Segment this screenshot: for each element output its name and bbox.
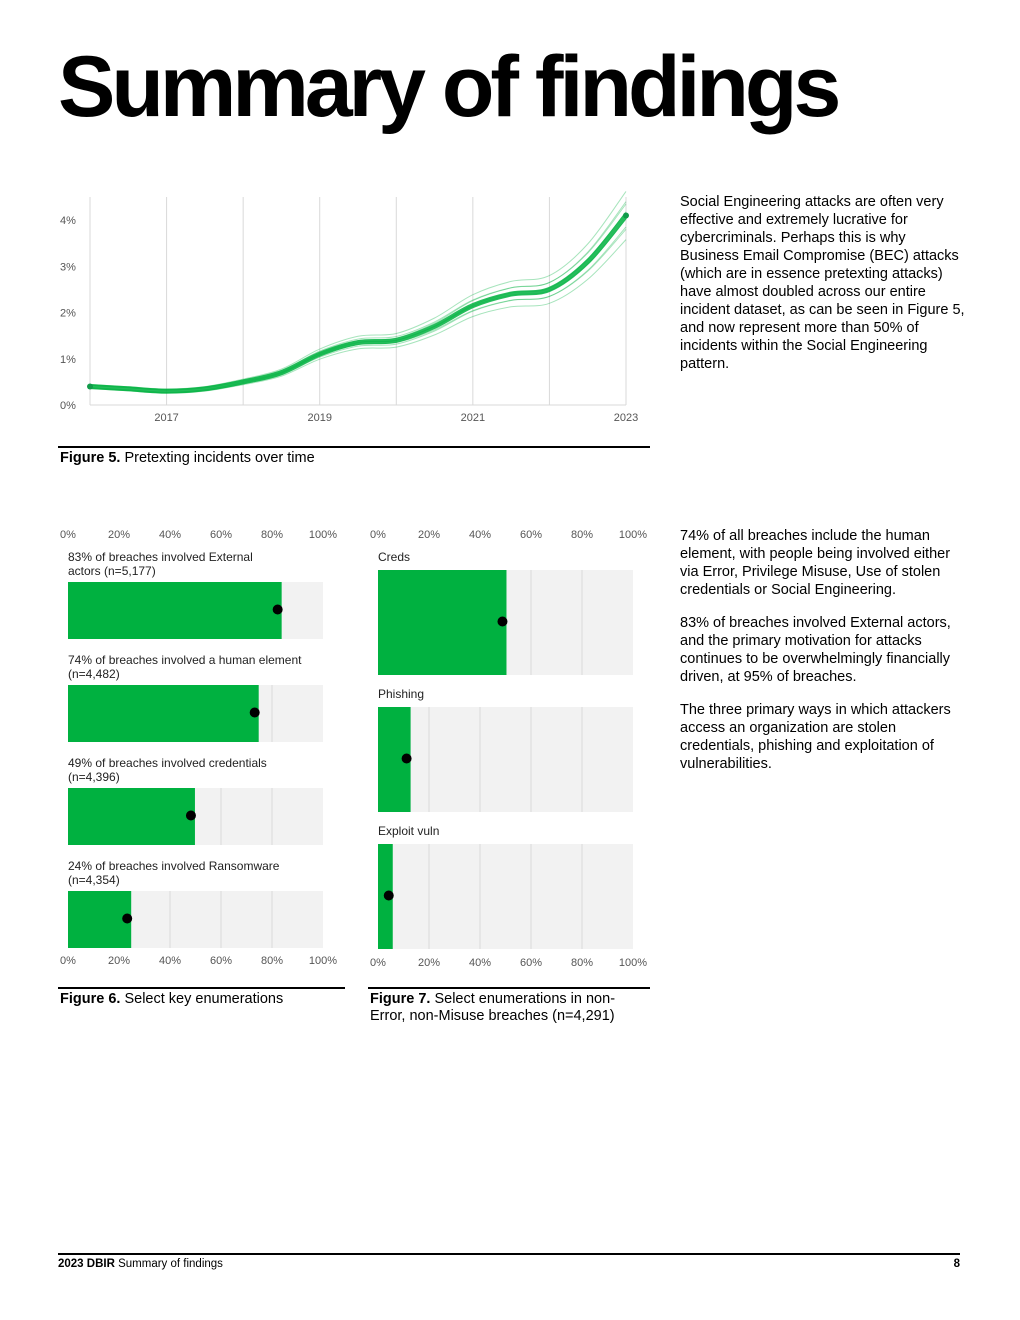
footer-section-name: Summary of findings	[118, 1258, 223, 1270]
series-line-sample	[89, 211, 627, 393]
bar-label-line1: 24% of breaches involved Ransomware	[68, 859, 280, 873]
x-tick-label-top: 40%	[159, 529, 181, 541]
figure-6-caption-text: Select key enumerations	[124, 991, 284, 1007]
y-tick-label: 2%	[60, 308, 76, 320]
paragraph-human-element: 74% of all breaches include the human el…	[680, 528, 951, 598]
x-tick-label: 2021	[461, 412, 485, 424]
series-line-sample	[89, 239, 627, 394]
bar-background	[378, 707, 633, 812]
bar-label-line2: (n=4,482)	[68, 667, 120, 681]
x-tick-label-top: 100%	[619, 529, 647, 541]
x-tick-label-bottom: 100%	[309, 955, 337, 967]
x-tick-label-top: 60%	[520, 529, 542, 541]
page-number: 8	[953, 1258, 960, 1270]
bar-value-marker	[122, 913, 133, 924]
bar-value-marker	[383, 890, 394, 901]
figure-5-rule	[58, 446, 650, 448]
paragraph-access-ways: The three primary ways in which attacker…	[680, 702, 951, 772]
bar-background	[378, 844, 633, 949]
x-tick-label: 2019	[307, 412, 331, 424]
page-title: Summary of findings	[58, 39, 841, 135]
figure-7-chart: 0% 0% 20% 20% 40% 40% 60% 60% 80% 80% 100% 100% Cred…	[368, 522, 653, 972]
x-tick-label-bottom: 80%	[571, 957, 593, 969]
figure-5-caption: Figure 5. Pretexting incidents over time	[60, 450, 650, 467]
bar-value-marker	[401, 753, 412, 764]
enumerations-bar-chart: 0% 0% 20% 20% 40% 40% 60% 60% 80% 80% 100% 100% Cred…	[370, 529, 647, 969]
figure-7-caption: Figure 7. Select enumerations in non-Err…	[370, 991, 620, 1025]
figure-6-chart: 0% 0% 20% 20% 40% 40% 60% 60% 80% 80% 100% 100% 83% …	[58, 522, 343, 972]
x-tick-label-bottom: 20%	[108, 955, 130, 967]
x-tick-label-top: 20%	[418, 529, 440, 541]
bar-label: Creds	[378, 550, 410, 564]
x-tick-label-top: 0%	[60, 529, 76, 541]
x-tick-label-top: 100%	[309, 529, 337, 541]
figure-7-caption-text: Select enumerations in non-Error, non-Mi…	[370, 991, 616, 1024]
bar-fill	[68, 891, 132, 948]
x-tick-label-bottom: 0%	[370, 957, 386, 969]
figure-5-caption-label: Figure 5.	[60, 450, 121, 466]
x-tick-label: 2023	[614, 412, 638, 424]
x-tick-label: 2017	[154, 412, 178, 424]
x-tick-label-top: 40%	[469, 529, 491, 541]
x-tick-label-top: 80%	[571, 529, 593, 541]
x-tick-label-top: 80%	[261, 529, 283, 541]
key-enumerations-bar-chart: 0% 0% 20% 20% 40% 40% 60% 60% 80% 80% 100% 100% 83% …	[60, 529, 337, 967]
bar-label-line1: 49% of breaches involved credentials	[68, 756, 267, 770]
pretexting-line-chart: 0% 1% 2% 3% 4% 2017 2019 2021 2023	[60, 191, 638, 424]
series-line-sample	[89, 203, 627, 391]
paragraph-external-actors: 83% of breaches involved External actors…	[680, 615, 951, 685]
figure-6-caption: Figure 6. Select key enumerations	[60, 991, 345, 1008]
series-line-sample	[89, 201, 627, 393]
y-tick-label: 3%	[60, 261, 76, 273]
bar-value-marker	[185, 810, 196, 821]
series-end-point	[623, 212, 629, 219]
figure-6-rule	[58, 987, 345, 989]
figure-5-chart: 0% 1% 2% 3% 4% 2017 2019 2021 2023	[58, 185, 650, 430]
bar-value-marker	[249, 707, 260, 718]
x-tick-label-bottom: 100%	[619, 957, 647, 969]
paragraph-social-engineering: Social Engineering attacks are often ver…	[680, 194, 965, 372]
bar-fill	[378, 570, 507, 675]
intro-paragraph-block: Social Engineering attacks are often ver…	[680, 193, 965, 388]
figure-5-caption-text: Pretexting incidents over time	[124, 450, 315, 466]
bar-fill	[68, 582, 282, 639]
series-start-point	[87, 383, 93, 390]
footer-report-name: 2023 DBIR	[58, 1258, 115, 1270]
figure-7-caption-label: Figure 7.	[370, 991, 431, 1007]
x-tick-label-bottom: 40%	[159, 955, 181, 967]
x-tick-label-bottom: 20%	[418, 957, 440, 969]
y-tick-label: 0%	[60, 400, 76, 412]
series-line-sample	[89, 228, 627, 391]
bar-label: Phishing	[378, 687, 424, 701]
x-tick-label-bottom: 40%	[469, 957, 491, 969]
footer-title: 2023 DBIR Summary of findings	[58, 1258, 223, 1270]
y-tick-label: 1%	[60, 354, 76, 366]
series-line-main	[87, 213, 629, 394]
footer-rule	[58, 1253, 960, 1255]
series-line-sample	[89, 226, 627, 394]
bar-value-marker	[272, 604, 283, 615]
bar-fill	[68, 685, 259, 742]
bar-fill	[68, 788, 195, 845]
x-tick-label-bottom: 60%	[520, 957, 542, 969]
bar-label-line1: 74% of breaches involved a human element	[68, 653, 302, 667]
bar-label: Exploit vuln	[378, 824, 439, 838]
y-tick-label: 4%	[60, 215, 76, 227]
findings-paragraph-block: 74% of all breaches include the human el…	[680, 527, 965, 788]
bar-label-line2: (n=4,354)	[68, 873, 120, 887]
x-tick-label-bottom: 80%	[261, 955, 283, 967]
x-tick-label-top: 0%	[370, 529, 386, 541]
figure-6-caption-label: Figure 6.	[60, 991, 121, 1007]
bar-value-marker	[497, 616, 508, 627]
x-tick-label-bottom: 60%	[210, 955, 232, 967]
x-tick-label-top: 20%	[108, 529, 130, 541]
bar-label-line2: actors (n=5,177)	[68, 564, 156, 578]
bar-label-line2: (n=4,396)	[68, 770, 120, 784]
figure-7-rule	[368, 987, 650, 989]
x-tick-label-top: 60%	[210, 529, 232, 541]
x-tick-label-bottom: 0%	[60, 955, 76, 967]
bar-label-line1: 83% of breaches involved External	[68, 550, 253, 564]
